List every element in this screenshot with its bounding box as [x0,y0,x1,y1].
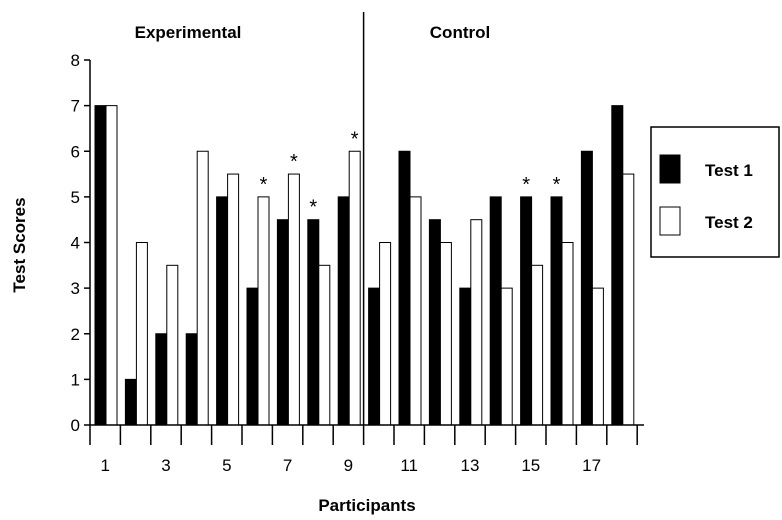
bar-test-2 [135,242,148,426]
bar-test-2 [166,264,179,426]
y-tick-label: 5 [71,188,80,207]
x-tick-label: 7 [283,456,292,475]
x-tick-label: 15 [521,456,540,475]
bar-test-1 [276,219,289,426]
x-tick-label: 3 [161,456,170,475]
bar-test-1 [398,150,411,426]
bar-test-1 [307,219,320,426]
x-axis-label: Participants [318,496,415,515]
x-tick-label: 13 [461,456,480,475]
bar-test-2 [318,264,331,426]
bar-test-1 [124,378,137,426]
x-tick-label: 1 [100,456,109,475]
y-ticks: 0 1 2 3 4 5 6 7 8 [71,51,90,435]
significance-marker: * [553,174,561,196]
bar-test-2 [227,173,240,426]
legend: Test 1 Test 2 [650,126,780,258]
bar-test-2 [591,287,604,426]
bar-test-1 [337,196,350,426]
y-tick-label: 7 [71,97,80,116]
bar-test-2 [622,173,635,426]
bar-test-1 [94,105,107,426]
bar-test-1 [459,287,472,426]
y-tick-label: 3 [71,279,80,298]
y-axis-label: Test Scores [10,197,29,292]
x-tick-label: 17 [582,456,601,475]
bar-test-2 [409,196,422,426]
bar-test-2 [561,242,574,426]
group-label: Control [430,23,490,42]
bar-test-2 [500,287,513,426]
bar-test-1 [580,150,593,426]
y-tick-label: 6 [71,142,80,161]
bar-test-2 [379,242,392,426]
bar-test-1 [520,196,533,426]
bar-test-1 [428,219,441,426]
bar-test-2 [257,196,270,426]
y-tick-label: 8 [71,51,80,70]
bar-test-1 [550,196,563,426]
bar-test-1 [246,287,259,426]
bar-test-2 [287,173,300,426]
legend-label-test-2: Test 2 [705,213,753,232]
bar-test-1 [185,333,198,426]
y-tick-label: 0 [71,416,80,435]
bar-test-1 [368,287,381,426]
bar-test-2 [439,242,452,426]
x-ticks: 1 3 5 7 9 11 13 15 17 [89,425,638,475]
legend-label-test-1: Test 1 [705,161,753,180]
significance-marker: * [260,174,268,196]
bar-test-2 [105,105,118,426]
legend-swatch-test-1 [659,154,681,184]
bar-test-2 [470,219,483,426]
bar-test-1 [155,333,168,426]
bar-test-2 [348,150,361,426]
x-tick-label: 5 [222,456,231,475]
y-tick-label: 2 [71,325,80,344]
x-tick-label: 9 [344,456,353,475]
legend-box [650,126,780,258]
significance-marker: * [290,151,298,173]
bar-test-1 [611,105,624,426]
significance-marker: * [522,174,530,196]
significance-marker: * [309,197,317,219]
bar-test-2 [196,150,209,426]
group-label: Experimental [135,23,242,42]
bar-test-1 [489,196,502,426]
bar-test-1 [216,196,229,426]
y-tick-label: 1 [71,370,80,389]
group-labels: Experimental Control [135,23,491,42]
bar-test-2 [531,264,544,426]
y-tick-label: 4 [71,234,80,253]
x-tick-label: 11 [400,456,418,475]
significance-marker: * [351,128,359,150]
legend-swatch-test-2 [659,206,681,236]
annotations-layer: * * * * * * [260,128,561,218]
bars-layer [94,105,635,426]
